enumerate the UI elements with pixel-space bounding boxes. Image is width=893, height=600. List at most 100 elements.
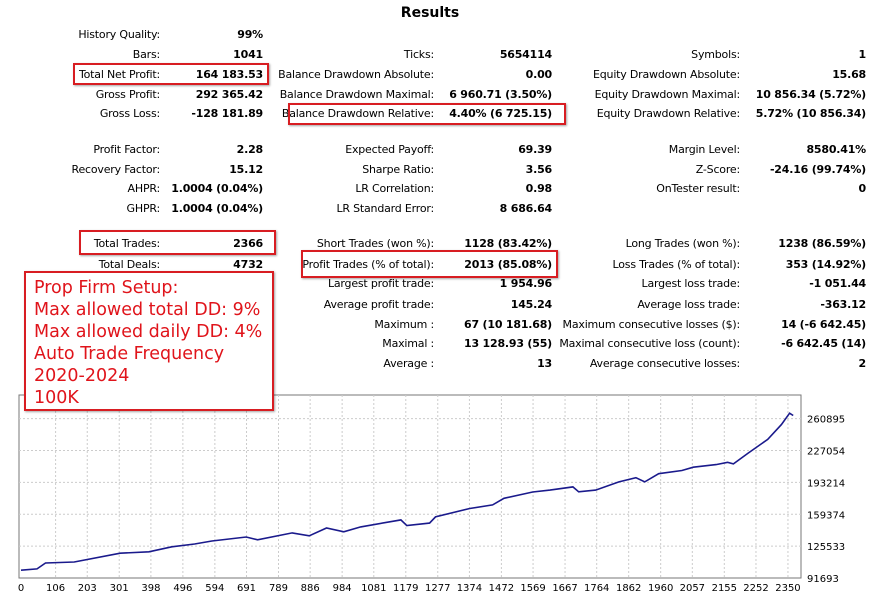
stat-value: 1 954.96 bbox=[499, 277, 553, 290]
x-tick-label: 1569 bbox=[520, 583, 545, 594]
stat-label: Largest loss trade: bbox=[641, 277, 741, 290]
balance-line bbox=[20, 412, 794, 571]
stat-value: 99% bbox=[237, 28, 263, 41]
stat-label: Recovery Factor: bbox=[71, 163, 161, 176]
stat-value: 145.24 bbox=[510, 298, 552, 311]
x-tick-label: 789 bbox=[269, 583, 288, 594]
stat-label: Total Net Profit: bbox=[79, 68, 160, 81]
x-tick-label: 398 bbox=[141, 583, 160, 594]
stat-value: -363.12 bbox=[820, 298, 866, 311]
stat-value: 4.40% (6 725.15) bbox=[449, 107, 552, 120]
stat-value: 2366 bbox=[233, 237, 263, 250]
prop-firm-setup-note: Prop Firm Setup: Max allowed total DD: 9… bbox=[24, 271, 274, 411]
stat-value: 1.0004 (0.04%) bbox=[171, 182, 263, 195]
stat-value: 1128 (83.42%) bbox=[464, 237, 552, 250]
note-line: Prop Firm Setup: bbox=[34, 278, 179, 298]
stat-label: Short Trades (won %): bbox=[316, 237, 434, 250]
stat-label: Balance Drawdown Maximal: bbox=[279, 88, 434, 101]
y-tick-label: 91693 bbox=[807, 574, 839, 585]
x-tick-label: 2155 bbox=[712, 583, 737, 594]
stat-label: Maximal consecutive loss (count): bbox=[559, 337, 740, 350]
stat-value: 15.68 bbox=[832, 68, 866, 81]
x-tick-label: 2057 bbox=[680, 583, 705, 594]
stat-label: Gross Loss: bbox=[99, 107, 160, 120]
note-line: 100K bbox=[34, 388, 79, 408]
stat-value: 14 (-6 642.45) bbox=[781, 318, 866, 331]
stat-label: Equity Drawdown Maximal: bbox=[594, 88, 741, 101]
balance-chart: 0 106 203 301 398 496 594 691 789 886 984 1081 1179 1… bbox=[18, 394, 845, 594]
stat-label: GHPR: bbox=[126, 202, 161, 215]
stat-label: Total Deals: bbox=[98, 258, 160, 271]
x-tick-label: 0 bbox=[18, 583, 24, 594]
stat-value: 0 bbox=[858, 182, 867, 195]
x-tick-label: 984 bbox=[333, 583, 352, 594]
stat-value: 353 (14.92%) bbox=[785, 258, 866, 271]
stat-value: 1238 (86.59%) bbox=[778, 237, 866, 250]
stat-value: 2 bbox=[858, 357, 867, 370]
stat-label: Loss Trades (% of total): bbox=[612, 258, 741, 271]
stat-value: 1.0004 (0.04%) bbox=[171, 202, 263, 215]
stat-value: 8580.41% bbox=[806, 143, 866, 156]
stat-label: Balance Drawdown Relative: bbox=[281, 107, 434, 120]
stat-label: Long Trades (won %): bbox=[625, 237, 741, 250]
x-tick-label: 594 bbox=[205, 583, 224, 594]
x-tick-label: 2252 bbox=[743, 583, 768, 594]
stat-value: 0.00 bbox=[525, 68, 553, 81]
stat-label: Profit Trades (% of total): bbox=[302, 258, 434, 271]
results-title: Results bbox=[400, 5, 460, 21]
x-tick-label: 1277 bbox=[425, 583, 450, 594]
stat-label: Profit Factor: bbox=[93, 143, 160, 156]
stat-label: Margin Level: bbox=[668, 143, 740, 156]
stat-label: Average : bbox=[383, 357, 434, 370]
stat-label: Maximal : bbox=[382, 337, 434, 350]
x-tick-label: 203 bbox=[78, 583, 97, 594]
stat-value: 3.56 bbox=[525, 163, 553, 176]
y-tick-label: 227054 bbox=[807, 447, 845, 458]
stat-label: Symbols: bbox=[691, 48, 740, 61]
stat-label: Total Trades: bbox=[93, 237, 160, 250]
y-tick-label: 159374 bbox=[807, 510, 845, 521]
stat-value: 164 183.53 bbox=[195, 68, 263, 81]
stat-value: -6 642.45 (14) bbox=[781, 337, 866, 350]
stat-value: 67 (10 181.68) bbox=[464, 318, 552, 331]
stat-label: LR Correlation: bbox=[355, 182, 434, 195]
highlight-total-net-profit bbox=[73, 63, 269, 85]
stat-value: 1 bbox=[858, 48, 867, 61]
note-line: Max allowed daily DD: 4% bbox=[34, 322, 263, 342]
x-tick-label: 1764 bbox=[584, 583, 609, 594]
x-tick-label: 2350 bbox=[775, 583, 800, 594]
x-tick-label: 691 bbox=[237, 583, 256, 594]
highlight-profit-trades bbox=[301, 250, 558, 278]
stat-label: Equity Drawdown Relative: bbox=[596, 107, 740, 120]
stat-value: 6 960.71 (3.50%) bbox=[449, 88, 552, 101]
stat-value: 13 128.93 (55) bbox=[464, 337, 552, 350]
stat-label: Expected Payoff: bbox=[345, 143, 434, 156]
stat-value: 2013 (85.08%) bbox=[464, 258, 552, 271]
stat-label: Average profit trade: bbox=[323, 298, 434, 311]
stat-label: Largest profit trade: bbox=[327, 277, 434, 290]
x-tick-label: 1081 bbox=[361, 583, 386, 594]
stat-value: 292 365.42 bbox=[195, 88, 263, 101]
stat-value: 5.72% (10 856.34) bbox=[755, 107, 866, 120]
y-tick-label: 193214 bbox=[807, 478, 845, 489]
stat-value: 15.12 bbox=[229, 163, 263, 176]
stat-value: -128 181.89 bbox=[191, 107, 263, 120]
note-line: Max allowed total DD: 9% bbox=[34, 300, 261, 320]
stat-value: 1041 bbox=[233, 48, 263, 61]
x-tick-label: 886 bbox=[301, 583, 320, 594]
y-tick-label: 260895 bbox=[807, 415, 845, 426]
stat-label: Sharpe Ratio: bbox=[362, 163, 434, 176]
stat-label: Maximum consecutive losses ($): bbox=[562, 318, 741, 331]
x-tick-label: 1960 bbox=[648, 583, 673, 594]
stat-value: 5654114 bbox=[499, 48, 552, 61]
stat-label: Balance Drawdown Absolute: bbox=[278, 68, 434, 81]
y-tick-label: 125533 bbox=[807, 542, 845, 553]
note-line: 2020-2024 bbox=[34, 366, 130, 386]
stat-value: 13 bbox=[537, 357, 552, 370]
stat-label: LR Standard Error: bbox=[336, 202, 434, 215]
stat-value: -24.16 (99.74%) bbox=[769, 163, 866, 176]
stat-label: AHPR: bbox=[127, 182, 161, 195]
stat-label: Equity Drawdown Absolute: bbox=[593, 68, 740, 81]
note-line: Auto Trade Frequency bbox=[34, 344, 225, 364]
stat-label: Gross Profit: bbox=[95, 88, 160, 101]
